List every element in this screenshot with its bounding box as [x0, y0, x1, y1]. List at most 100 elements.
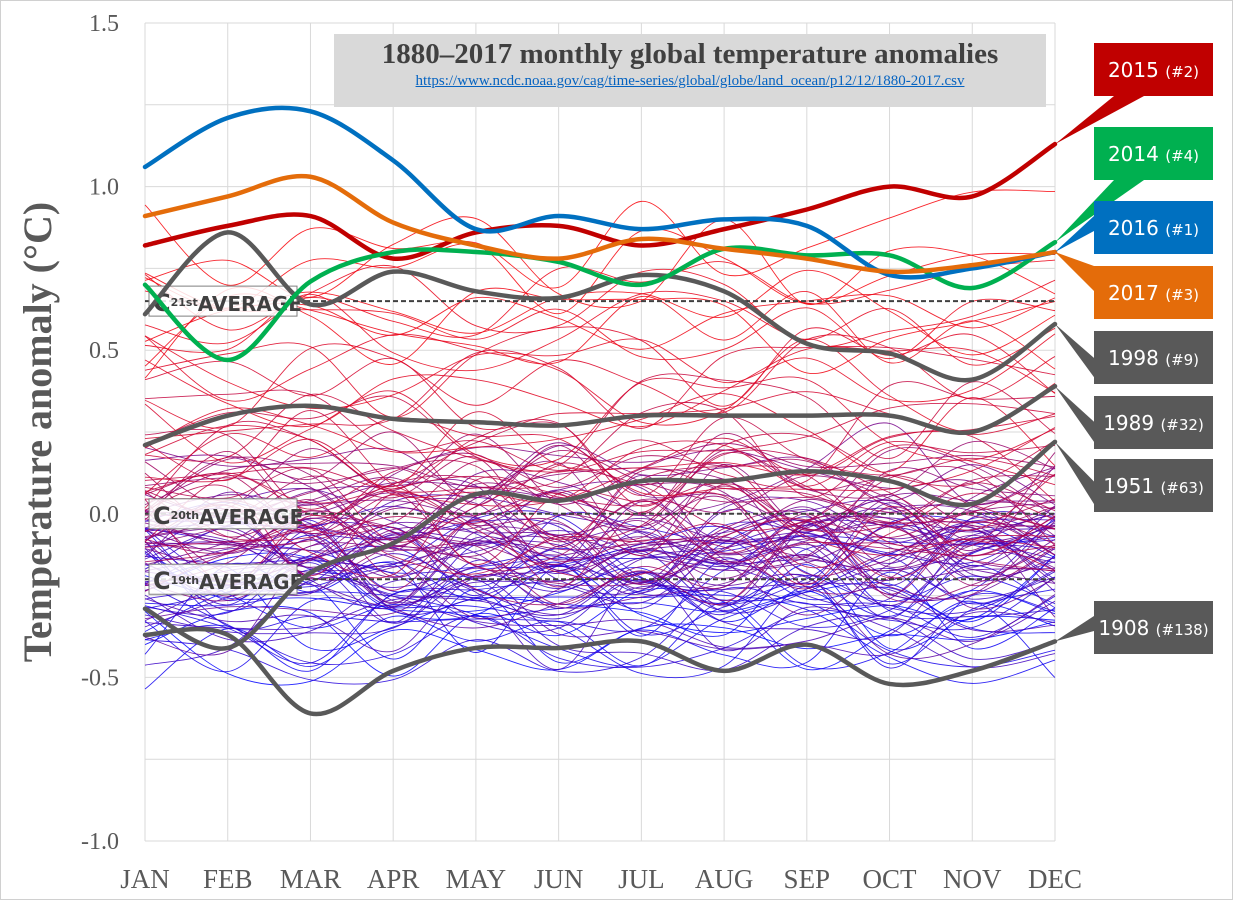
year-line [144, 393, 1056, 473]
callout-pointer [1055, 616, 1094, 642]
average-label-text: C19thAVERAGE [153, 567, 303, 595]
year-line [144, 586, 1056, 685]
year-line [144, 410, 1056, 507]
callout-1951: 1951 (#63) [1055, 441, 1213, 512]
year-line [144, 494, 1056, 583]
x-tick-label: MAY [446, 864, 507, 894]
year-line [144, 293, 1056, 350]
series-line-2017 [142, 173, 1058, 275]
year-line [144, 411, 1056, 488]
average-label-box [148, 285, 298, 317]
callout-label: 1998 (#9) [1108, 346, 1199, 370]
year-line [144, 393, 1056, 473]
year-line [144, 467, 1056, 543]
y-tick-label: -0.5 [81, 665, 119, 691]
year-line [144, 591, 1056, 668]
year-line [144, 535, 1056, 632]
year-line [144, 499, 1056, 587]
year-line [144, 492, 1056, 572]
callout-label: 2015 (#2) [1108, 58, 1199, 82]
year-line [144, 524, 1056, 607]
y-tick-label: 1.0 [89, 175, 119, 201]
x-tick-label: OCT [863, 864, 918, 894]
year-line [144, 544, 1056, 640]
year-line [144, 552, 1056, 634]
x-tick-label: FEB [203, 864, 253, 894]
source-link[interactable]: https://www.ncdc.noaa.gov/cag/time-serie… [415, 73, 965, 89]
year-line [144, 333, 1056, 410]
year-line [144, 499, 1056, 590]
callout-box [1094, 43, 1213, 96]
x-tick-label: JUN [534, 864, 584, 894]
year-line [144, 515, 1056, 606]
year-line [144, 517, 1056, 605]
year-line [144, 444, 1056, 541]
background-year-lines [144, 189, 1056, 690]
average-label: C20thAVERAGE [148, 498, 303, 530]
year-line [144, 447, 1056, 521]
series-line-2014 [142, 239, 1058, 363]
x-tick-label: APR [367, 864, 420, 894]
year-line [144, 576, 1056, 669]
year-line [144, 512, 1056, 602]
year-line [144, 577, 1056, 653]
callout-box [1094, 201, 1213, 254]
year-line [144, 481, 1056, 568]
year-line [144, 381, 1056, 488]
year-line [144, 456, 1056, 548]
callout-2015: 2015 (#2) [1055, 43, 1213, 145]
year-line [144, 586, 1056, 679]
callout-label: 2017 (#3) [1108, 281, 1199, 305]
average-label: C19thAVERAGE [148, 563, 303, 595]
y-tick-label: 0.5 [89, 338, 119, 364]
year-line [144, 575, 1056, 672]
year-line [144, 346, 1056, 428]
callout-box [1094, 601, 1213, 654]
callout-pointer [1055, 96, 1144, 145]
y-tick-label: 0.0 [89, 502, 119, 528]
year-line [144, 567, 1056, 637]
callout-1989: 1989 (#32) [1055, 386, 1213, 449]
x-tick-label: SEP [784, 864, 831, 894]
chart-title: 1880–2017 monthly global temperature ano… [381, 38, 999, 70]
year-line [144, 216, 1056, 309]
year-line [144, 484, 1056, 579]
year-line [144, 507, 1056, 595]
year-line [144, 475, 1056, 569]
average-label-box [148, 563, 298, 595]
callout-1998: 1998 (#9) [1055, 324, 1213, 384]
y-axis-title: Temperature anomaly (°C) [15, 202, 60, 662]
series-line-1908 [142, 626, 1058, 717]
y-tick-label: -1.0 [81, 829, 119, 855]
year-line [144, 373, 1056, 472]
year-line [144, 459, 1056, 549]
year-line [144, 485, 1056, 578]
year-line [144, 402, 1056, 498]
year-line [144, 495, 1056, 595]
year-line [144, 499, 1056, 586]
x-tick-label: DEC [1028, 864, 1082, 894]
x-tick-label: JAN [120, 864, 170, 894]
callout-label: 1951 (#63) [1103, 474, 1204, 498]
x-tick-label: NOV [943, 864, 1002, 894]
year-line [144, 376, 1056, 467]
series-line-1998 [142, 230, 1058, 383]
year-line [144, 291, 1056, 370]
title-box: 1880–2017 monthly global temperature ano… [334, 34, 1046, 107]
year-line [144, 511, 1056, 597]
year-line [144, 269, 1056, 356]
year-line [144, 438, 1056, 503]
year-line [144, 511, 1056, 591]
callout-2017: 2017 (#3) [1055, 252, 1213, 319]
callout-label: 2016 (#1) [1108, 216, 1199, 240]
callout-label: 1908 (#138) [1098, 616, 1208, 640]
year-line [144, 513, 1056, 607]
series-line-2016 [142, 105, 1058, 280]
average-label: C21stAVERAGE [148, 285, 302, 317]
callout-box [1094, 459, 1213, 512]
callout-box [1094, 396, 1213, 449]
x-tick-label: AUG [695, 864, 754, 894]
callout-label: 2014 (#4) [1108, 142, 1199, 166]
year-line [144, 417, 1056, 497]
